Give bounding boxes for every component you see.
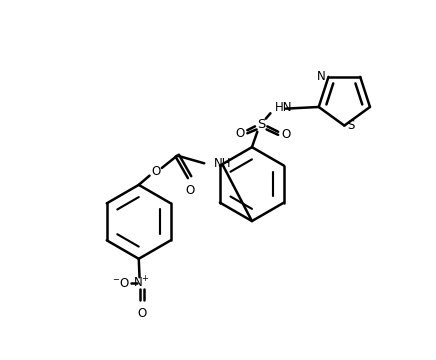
Text: O: O [185,184,194,197]
Text: O: O [235,127,244,140]
Text: S: S [347,119,355,132]
Text: N: N [317,70,325,83]
Text: O: O [151,165,160,177]
Text: $^{-}$O: $^{-}$O [112,277,129,290]
Text: O: O [281,128,290,141]
Text: HN: HN [275,100,293,114]
Text: NH: NH [214,157,231,170]
Text: O: O [137,306,146,320]
Text: N$^{+}$: N$^{+}$ [133,276,150,291]
Text: S: S [257,118,266,131]
